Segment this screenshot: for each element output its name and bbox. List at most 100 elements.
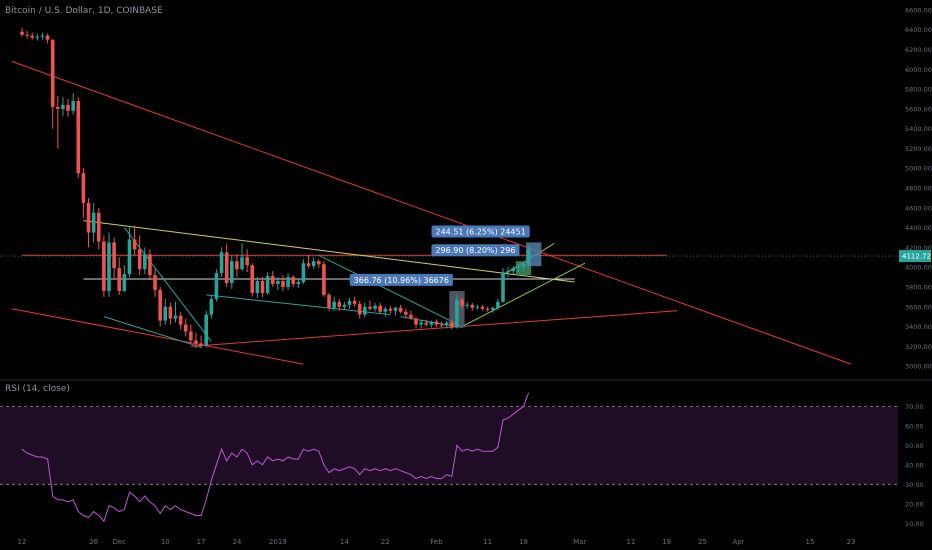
candle-up[interactable] xyxy=(40,35,45,37)
candle-up[interactable] xyxy=(490,307,495,310)
candle-up[interactable] xyxy=(311,261,316,267)
lime-curve-lower[interactable] xyxy=(461,262,586,327)
candle-down[interactable] xyxy=(414,318,418,325)
candle-up[interactable] xyxy=(347,300,352,305)
candle-up[interactable] xyxy=(173,315,178,319)
candle-down[interactable] xyxy=(398,307,403,312)
candle-down[interactable] xyxy=(148,254,152,276)
candle-up[interactable] xyxy=(276,281,280,285)
candle-up[interactable] xyxy=(506,271,510,273)
candle-down[interactable] xyxy=(250,265,255,293)
candle-down[interactable] xyxy=(30,35,35,38)
green-channel-d[interactable] xyxy=(318,254,463,327)
measure-label[interactable]: 244.51 (6.25%) 24451 xyxy=(431,225,530,238)
candle-down[interactable] xyxy=(45,35,50,40)
green-channel-b[interactable] xyxy=(123,227,212,342)
candle-down[interactable] xyxy=(199,343,203,346)
candle-down[interactable] xyxy=(235,261,239,270)
candle-up[interactable] xyxy=(511,268,516,272)
candle-up[interactable] xyxy=(455,299,459,328)
candle-down[interactable] xyxy=(137,249,142,270)
candle-down[interactable] xyxy=(224,252,229,284)
candle-down[interactable] xyxy=(183,324,188,332)
candle-down[interactable] xyxy=(132,239,137,250)
candle-up[interactable] xyxy=(342,304,347,307)
candle-down[interactable] xyxy=(66,104,70,111)
candle-down[interactable] xyxy=(50,39,55,107)
measure-label[interactable]: 296.90 (8.20%) 296 xyxy=(431,244,520,257)
candle-up[interactable] xyxy=(163,306,168,321)
candle-up[interactable] xyxy=(419,322,423,325)
rsi-line[interactable] xyxy=(21,392,530,523)
candle-up[interactable] xyxy=(429,321,434,325)
candle-down[interactable] xyxy=(470,304,475,308)
candle-down[interactable] xyxy=(153,275,157,290)
candle-down[interactable] xyxy=(25,34,29,36)
candle-down[interactable] xyxy=(86,202,91,233)
candle-down[interactable] xyxy=(316,261,321,265)
candle-down[interactable] xyxy=(322,264,326,295)
candle-up[interactable] xyxy=(143,254,147,270)
candle-down[interactable] xyxy=(96,212,101,242)
candle-down[interactable] xyxy=(439,324,444,326)
candle-up[interactable] xyxy=(363,306,367,315)
candle-up[interactable] xyxy=(107,242,111,291)
candle-up[interactable] xyxy=(393,307,398,311)
candle-up[interactable] xyxy=(383,308,388,312)
red-trend-upper[interactable] xyxy=(11,60,852,365)
candle-down[interactable] xyxy=(409,314,413,319)
price-pane[interactable]: 6600.00 6400.00 6200.00 6000.00 5800.00 5600.… xyxy=(0,6,932,371)
candle-down[interactable] xyxy=(112,242,116,269)
candle-up[interactable] xyxy=(91,212,96,233)
candle-up[interactable] xyxy=(332,301,336,308)
candle-down[interactable] xyxy=(194,340,198,344)
candle-down[interactable] xyxy=(245,257,249,266)
candle-down[interactable] xyxy=(56,106,60,109)
candle-down[interactable] xyxy=(306,263,311,267)
candle-up[interactable] xyxy=(296,282,301,285)
candle-up[interactable] xyxy=(475,306,480,308)
candle-up[interactable] xyxy=(444,322,449,326)
candle-down[interactable] xyxy=(189,331,193,341)
candle-up[interactable] xyxy=(240,257,244,270)
candle-down[interactable] xyxy=(485,308,490,310)
candle-up[interactable] xyxy=(35,36,40,38)
candle-up[interactable] xyxy=(209,298,214,315)
candle-down[interactable] xyxy=(117,268,122,291)
candle-down[interactable] xyxy=(368,306,372,309)
candle-up[interactable] xyxy=(127,239,132,275)
candle-down[interactable] xyxy=(178,315,183,325)
candle-up[interactable] xyxy=(501,272,505,302)
candle-up[interactable] xyxy=(526,249,531,265)
red-trend-lower[interactable] xyxy=(11,308,304,365)
candle-up[interactable] xyxy=(496,301,500,308)
candle-down[interactable] xyxy=(450,322,454,328)
candle-down[interactable] xyxy=(76,100,81,174)
candle-down[interactable] xyxy=(403,311,408,315)
candle-down[interactable] xyxy=(352,300,357,304)
candle-up[interactable] xyxy=(229,261,234,284)
measure-label[interactable]: 366.76 (10.96%) 36676 xyxy=(349,273,453,286)
candle-up[interactable] xyxy=(301,263,306,283)
candle-up[interactable] xyxy=(265,276,270,293)
candle-down[interactable] xyxy=(337,301,342,307)
candle-down[interactable] xyxy=(388,308,393,311)
candle-up[interactable] xyxy=(61,104,65,109)
candle-up[interactable] xyxy=(465,304,469,306)
candle-down[interactable] xyxy=(424,322,429,325)
candle-up[interactable] xyxy=(286,277,290,287)
red-support-rising[interactable] xyxy=(190,310,678,347)
candle-up[interactable] xyxy=(373,305,377,309)
candle-down[interactable] xyxy=(281,281,285,287)
candle-down[interactable] xyxy=(291,277,296,285)
candle-down[interactable] xyxy=(460,299,464,306)
candle-up[interactable] xyxy=(122,274,127,291)
candle-down[interactable] xyxy=(260,281,265,293)
candle-up[interactable] xyxy=(214,273,219,299)
candle-up[interactable] xyxy=(219,252,224,274)
candle-down[interactable] xyxy=(357,303,362,315)
green-channel-a[interactable] xyxy=(103,316,202,348)
candle-up[interactable] xyxy=(521,264,526,268)
candle-down[interactable] xyxy=(378,305,382,312)
candle-down[interactable] xyxy=(270,276,275,285)
